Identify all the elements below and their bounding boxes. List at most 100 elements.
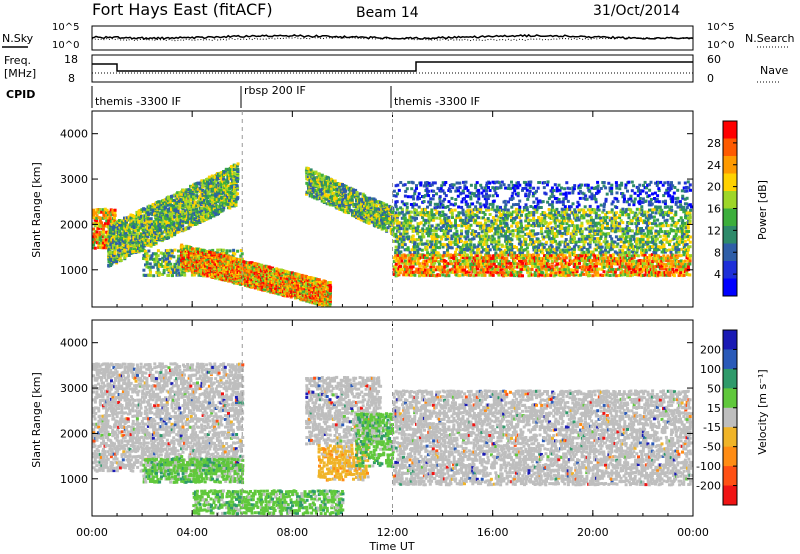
power-cell-1107	[184, 209, 188, 213]
power-cell-4951	[516, 262, 520, 266]
power-cell-140	[111, 213, 115, 217]
power-cell-523	[137, 212, 141, 215]
power-cell-53	[98, 219, 102, 223]
power-cell-1280	[198, 206, 202, 210]
power-cell-1047	[179, 219, 183, 222]
power-cell-496	[135, 227, 139, 231]
power-cell-1055	[179, 198, 183, 202]
power-cell-4764	[469, 273, 473, 277]
power-cell-1799	[156, 249, 160, 253]
power-cell-1763	[145, 257, 149, 261]
power-cell-439	[131, 241, 135, 245]
power-cell-1037	[177, 199, 181, 202]
power-cell-717	[154, 241, 158, 245]
power-cell-4872	[496, 268, 500, 272]
power-cell-750	[156, 225, 159, 229]
power-cell-562	[140, 215, 143, 218]
power-cell-1143	[187, 211, 191, 214]
power-cell-1388	[207, 214, 211, 218]
power-cell-2066	[236, 249, 240, 253]
power-cell-719	[154, 235, 158, 239]
freq-label-1: Freq.	[4, 54, 31, 67]
power-heatmap	[92, 162, 693, 307]
power-cell-82	[103, 224, 107, 228]
power-cell-1377	[206, 199, 210, 203]
power-cell-1	[92, 243, 96, 247]
power-cell-1284	[198, 196, 201, 200]
power-cell-130	[109, 208, 113, 212]
power-cell-403	[127, 236, 131, 240]
power-cell-74	[101, 224, 105, 228]
power-cell-1576	[222, 177, 226, 181]
power-cell-495	[135, 232, 139, 236]
power-cell-4403	[384, 228, 388, 232]
power-cell-206	[110, 251, 114, 254]
noise-search-label: N.Search	[745, 32, 795, 45]
power-cell-4	[92, 235, 96, 239]
power-cell-1309	[200, 179, 204, 183]
power-cell-1261	[196, 210, 200, 214]
power-cell-1435	[210, 196, 214, 200]
power-cell-943	[169, 199, 173, 203]
noise-left-tick-top: 10^5	[52, 22, 79, 33]
power-cell-503	[135, 210, 139, 214]
power-cell-931	[169, 221, 173, 225]
power-cell-477	[134, 229, 138, 232]
power-cell-396	[125, 216, 129, 220]
freq-panel-frame	[91, 54, 694, 83]
power-cell-1259	[197, 217, 201, 221]
power-cell-1136	[187, 226, 191, 230]
power-cell-4489	[398, 271, 402, 275]
power-cell-30	[95, 217, 99, 220]
power-cell-37	[97, 238, 101, 241]
power-cell-443	[130, 234, 134, 238]
power-cell-43	[97, 210, 101, 214]
power-cell-204	[110, 256, 114, 260]
power-cell-1844	[171, 274, 174, 278]
power-cell-2112	[181, 245, 185, 249]
power-cell-225	[111, 243, 115, 247]
power-cell-402	[127, 238, 131, 242]
power-cell-1447	[210, 174, 214, 178]
power-cell-1731	[236, 192, 239, 196]
power-cell-1436	[210, 193, 214, 197]
power-cell-903	[166, 195, 170, 199]
power-cell-1778	[152, 274, 156, 278]
power-cell-4545	[413, 270, 417, 274]
power-cell-1339	[202, 193, 206, 197]
power-cell-361	[123, 226, 127, 230]
power-cell-197	[108, 228, 112, 231]
power-cell-839	[162, 199, 165, 202]
power-cell-323	[119, 235, 123, 239]
power-cell-1189	[190, 201, 194, 205]
power-cell-854	[163, 209, 167, 213]
power-cell-656	[148, 212, 151, 216]
power-cell-1424	[209, 179, 213, 183]
power-cell-279	[116, 248, 120, 252]
nave-tick-top: 60	[707, 53, 721, 66]
power-cell-1820	[164, 260, 168, 264]
power-cell-1017	[176, 194, 180, 198]
power-cell-874	[165, 217, 169, 221]
power-cell-1041	[177, 193, 181, 197]
power-cell-783	[159, 238, 163, 242]
power-cell-1324	[201, 181, 205, 185]
power-cell-3981	[333, 179, 337, 183]
power-cell-302	[118, 241, 122, 245]
power-cell-212	[110, 231, 114, 235]
power-cell-120	[108, 210, 112, 214]
power-cell-538	[138, 221, 142, 225]
power-cell-420	[129, 242, 133, 246]
power-cell-468	[132, 220, 136, 224]
power-cell-4899	[502, 257, 506, 261]
power-cell-1317	[201, 197, 205, 201]
power-cell-682	[151, 230, 155, 234]
power-cell-699	[152, 238, 156, 242]
power-cell-973	[173, 214, 177, 218]
power-cell-1042	[178, 191, 182, 195]
power-cell-456	[132, 238, 136, 242]
power-cell-350	[123, 247, 127, 251]
power-cell-858	[164, 204, 167, 208]
power-cell-371	[124, 234, 128, 238]
power-cell-110	[107, 211, 110, 215]
